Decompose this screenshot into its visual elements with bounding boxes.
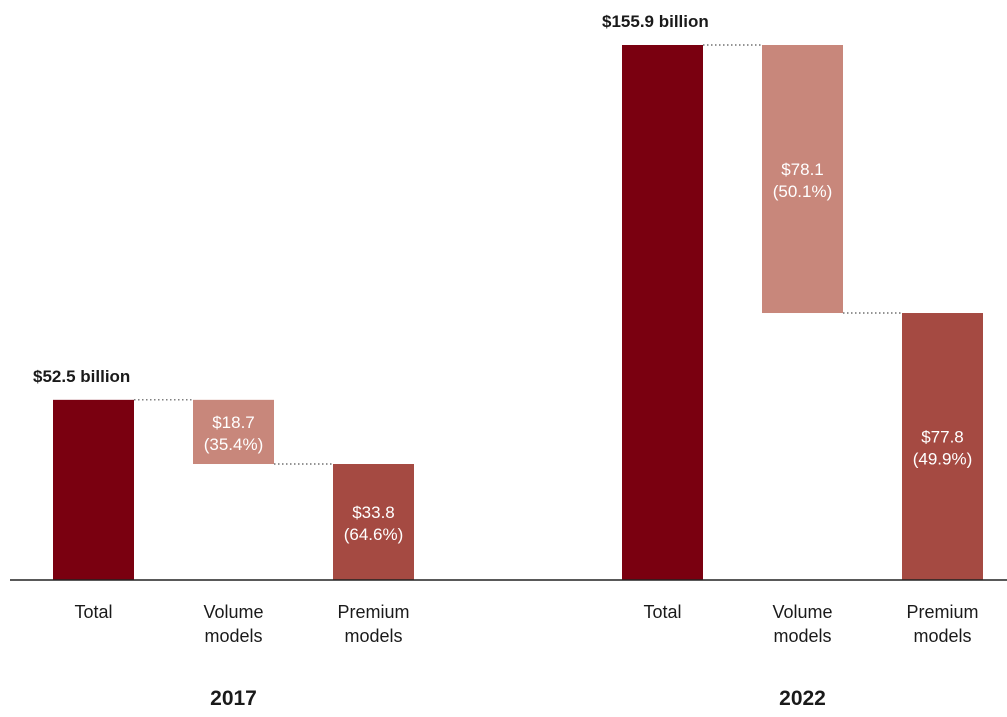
bar-value-line: (49.9%) <box>913 450 973 469</box>
category-line: Total <box>643 602 681 622</box>
bar-value-line: $18.7 <box>212 413 255 432</box>
bar-value-label: $18.7 (35.4%) <box>204 413 264 454</box>
category-line: Volume <box>203 602 263 622</box>
category-line: models <box>344 626 402 646</box>
year-label: 2017 <box>210 687 257 710</box>
category-line: Premium <box>337 602 409 622</box>
bar-volume-2017 <box>193 399 274 465</box>
category-line: Volume <box>772 602 832 622</box>
bar-value-line: $77.8 <box>921 428 964 447</box>
bar-total-2022 <box>622 45 703 580</box>
category-line: Premium <box>906 602 978 622</box>
category-line: Total <box>74 602 112 622</box>
category-label: Total <box>643 602 681 622</box>
bar-value-line: (35.4%) <box>204 435 264 454</box>
category-label: Premium models <box>906 602 978 646</box>
category-line: models <box>204 626 262 646</box>
category-label: Volume models <box>772 602 832 646</box>
category-line: models <box>913 626 971 646</box>
bar-value-line: (64.6%) <box>344 525 404 544</box>
bar-value-label: $33.8 (64.6%) <box>344 503 404 544</box>
bar-value-line: $33.8 <box>352 503 395 522</box>
total-label: $155.9 billion <box>602 12 709 31</box>
total-label: $52.5 billion <box>33 367 130 386</box>
category-line: models <box>773 626 831 646</box>
category-label: Total <box>74 602 112 622</box>
bar-premium-2022 <box>902 313 983 580</box>
bar-value-label: $77.8 (49.9%) <box>913 428 973 469</box>
bar-value-line: $78.1 <box>781 160 824 179</box>
bar-total-2017 <box>53 399 134 580</box>
bar-value-line: (50.1%) <box>773 182 833 201</box>
bar-volume-2022 <box>762 45 843 314</box>
bar-value-label: $78.1 (50.1%) <box>773 160 833 201</box>
category-label: Premium models <box>337 602 409 646</box>
category-label: Volume models <box>203 602 263 646</box>
year-label: 2022 <box>779 687 826 710</box>
bar-premium-2017 <box>333 464 414 580</box>
